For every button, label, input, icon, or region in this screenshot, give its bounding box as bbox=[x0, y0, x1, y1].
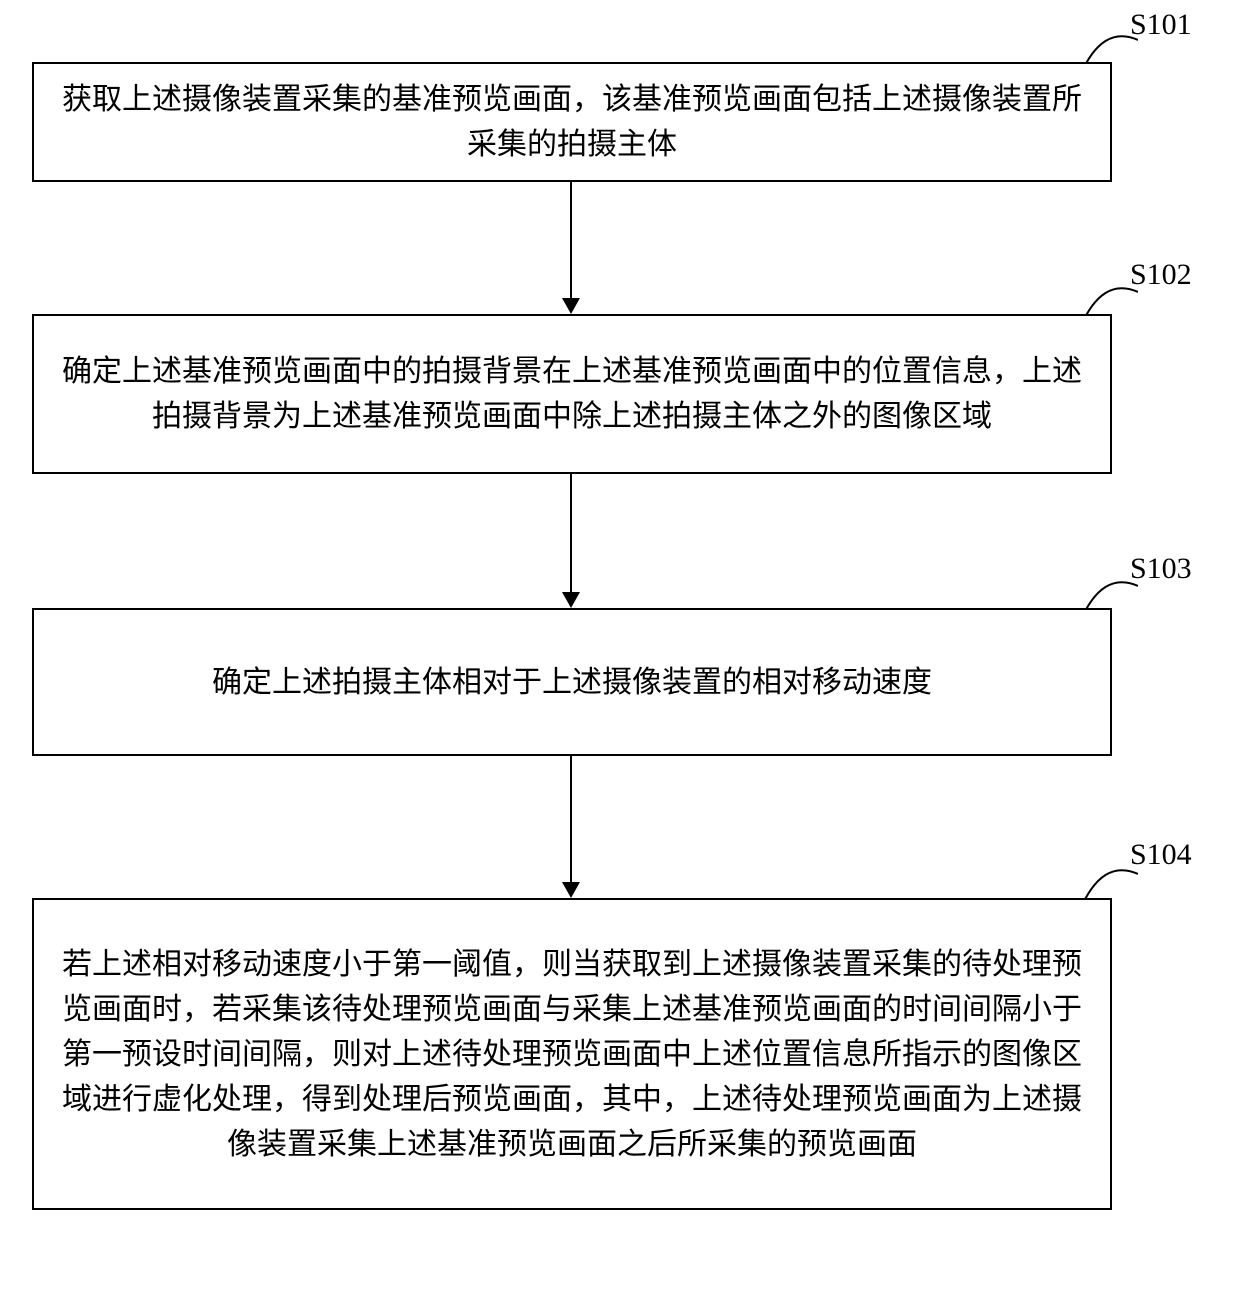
step-text-s102: 确定上述基准预览画面中的拍摄背景在上述基准预览画面中的位置信息，上述拍摄背景为上… bbox=[52, 349, 1092, 439]
step-box-s104: 若上述相对移动速度小于第一阈值，则当获取到上述摄像装置采集的待处理预览画面时，若… bbox=[32, 898, 1112, 1210]
arrow-s103-s104 bbox=[570, 756, 572, 896]
arrow-s102-s103 bbox=[570, 474, 572, 606]
step-box-s101: 获取上述摄像装置采集的基准预览画面，该基准预览画面包括上述摄像装置所采集的拍摄主… bbox=[32, 62, 1112, 182]
flowchart-container: S101 获取上述摄像装置采集的基准预览画面，该基准预览画面包括上述摄像装置所采… bbox=[0, 0, 1240, 1289]
step-box-s102: 确定上述基准预览画面中的拍摄背景在上述基准预览画面中的位置信息，上述拍摄背景为上… bbox=[32, 314, 1112, 474]
step-text-s101: 获取上述摄像装置采集的基准预览画面，该基准预览画面包括上述摄像装置所采集的拍摄主… bbox=[52, 77, 1092, 167]
step-label-s104: S104 bbox=[1130, 838, 1192, 872]
arrow-s101-s102 bbox=[570, 182, 572, 312]
step-label-s101: S101 bbox=[1130, 8, 1192, 42]
step-label-s102: S102 bbox=[1130, 258, 1192, 292]
step-text-s103: 确定上述拍摄主体相对于上述摄像装置的相对移动速度 bbox=[212, 660, 932, 705]
step-label-s103: S103 bbox=[1130, 552, 1192, 586]
step-box-s103: 确定上述拍摄主体相对于上述摄像装置的相对移动速度 bbox=[32, 608, 1112, 756]
step-text-s104: 若上述相对移动速度小于第一阈值，则当获取到上述摄像装置采集的待处理预览画面时，若… bbox=[52, 942, 1092, 1167]
